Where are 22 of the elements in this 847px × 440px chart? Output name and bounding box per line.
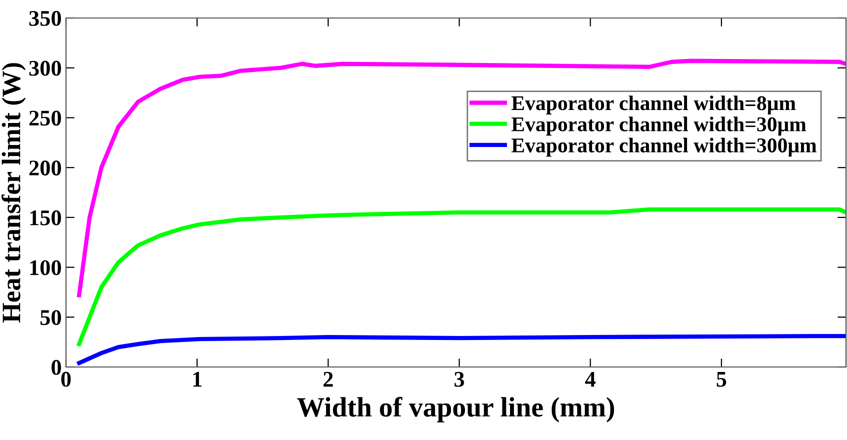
legend-label: Evaporator channel width=8μm [511,96,796,114]
x-tick-label: 0 [61,372,71,387]
y-axis-title: Heat transfer limit (W) [2,63,26,323]
line-series [77,58,846,298]
y-tick-label: 350 [29,10,61,26]
x-tick-label: 3 [454,372,464,387]
x-tick-label: 5 [716,372,726,387]
legend-label: Evaporator channel width=30μm [511,116,806,136]
y-tick-label: 300 [29,60,61,76]
y-tick-label: 250 [29,110,61,126]
y-tick-label: 0 [52,360,61,375]
line-series [77,207,846,346]
x-axis-title: Width of vapour line (mm) [297,396,614,422]
line-series [77,334,846,366]
x-tick-label: 2 [324,372,333,387]
x-tick-label: 4 [585,372,596,387]
legend-label: Evaporator channel width=300μm [511,138,817,157]
y-tick-label: 100 [30,260,61,276]
y-tick-label: 150 [30,210,61,226]
x-tick-label: 1 [193,372,202,387]
y-tick-label: 50 [40,310,61,326]
y-tick-label: 200 [29,160,61,176]
